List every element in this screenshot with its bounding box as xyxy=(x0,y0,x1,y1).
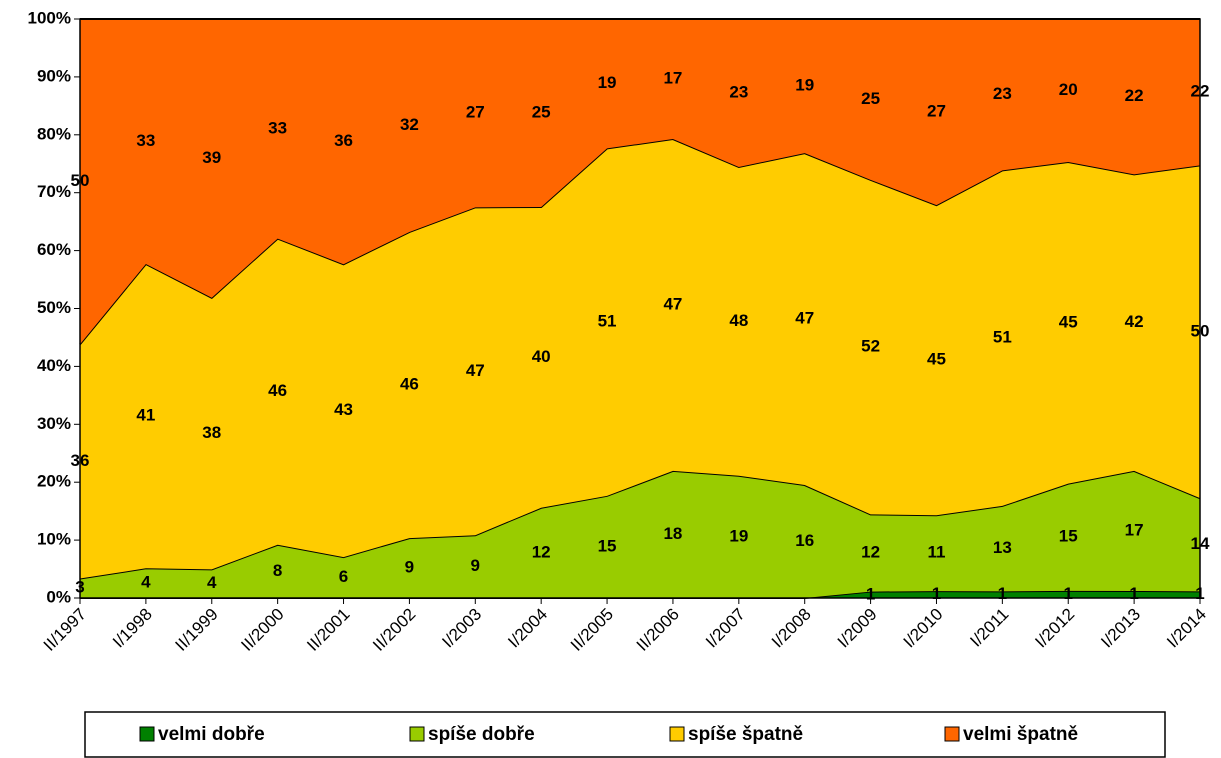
data-label: 20 xyxy=(1059,80,1078,99)
y-tick-label: 30% xyxy=(37,414,71,433)
data-label: 38 xyxy=(202,423,221,442)
data-label: 47 xyxy=(466,361,485,380)
data-label: 1 xyxy=(932,584,941,603)
data-label: 9 xyxy=(471,556,480,575)
data-label: 32 xyxy=(400,115,419,134)
data-label: 39 xyxy=(202,148,221,167)
y-tick-label: 70% xyxy=(37,182,71,201)
data-label: 15 xyxy=(1059,527,1078,546)
legend-swatch xyxy=(944,726,960,742)
data-label: 33 xyxy=(136,131,155,150)
area xyxy=(80,19,1200,345)
data-label: 45 xyxy=(1059,312,1078,331)
data-label: 25 xyxy=(532,102,551,121)
data-label: 51 xyxy=(598,312,617,331)
x-tick-label: I/2003 xyxy=(438,605,485,652)
data-label: 19 xyxy=(598,73,617,92)
data-label: 22 xyxy=(1125,86,1144,105)
data-label: 19 xyxy=(795,76,814,95)
data-label: 52 xyxy=(861,337,880,356)
data-label: 1 xyxy=(1129,584,1138,603)
data-label: 23 xyxy=(993,84,1012,103)
x-tick-label: II/2001 xyxy=(303,605,353,655)
x-tick-label: II/1999 xyxy=(172,605,222,655)
data-label: 51 xyxy=(993,328,1012,347)
legend-label: velmi špatně xyxy=(963,724,1078,745)
x-tick-label: I/1998 xyxy=(109,605,156,652)
data-label: 41 xyxy=(136,406,155,425)
y-tick-label: 20% xyxy=(37,472,71,491)
y-tick-label: 50% xyxy=(37,298,71,317)
plot-border xyxy=(79,18,1201,599)
legend-swatch xyxy=(409,726,425,742)
legend-label: spíše špatně xyxy=(688,724,803,745)
area xyxy=(80,139,1200,579)
data-label: 12 xyxy=(861,542,880,561)
data-label: 15 xyxy=(598,536,617,555)
y-tick-label: 40% xyxy=(37,356,71,375)
legend-label: spíše dobře xyxy=(428,724,535,745)
data-label: 8 xyxy=(273,561,282,580)
data-label: 17 xyxy=(1125,520,1144,539)
data-label: 16 xyxy=(795,531,814,550)
data-label: 46 xyxy=(400,375,419,394)
data-label: 13 xyxy=(993,538,1012,557)
legend-label: velmi dobře xyxy=(158,724,265,745)
data-label: 9 xyxy=(405,558,414,577)
data-label: 4 xyxy=(141,573,151,592)
data-label: 17 xyxy=(663,69,682,88)
x-tick-label: I/2011 xyxy=(966,605,1012,651)
data-label: 27 xyxy=(466,103,485,122)
data-label: 27 xyxy=(927,102,946,121)
x-tick-label: II/2000 xyxy=(237,605,287,655)
data-label: 47 xyxy=(795,309,814,328)
data-label: 18 xyxy=(663,524,682,543)
data-label: 23 xyxy=(729,82,748,101)
area-edge xyxy=(79,138,1201,345)
y-tick-label: 10% xyxy=(37,530,71,549)
x-tick-label: II/2005 xyxy=(567,605,617,655)
data-label: 11 xyxy=(927,543,945,562)
data-label: 36 xyxy=(334,131,353,150)
y-tick-label: 100% xyxy=(28,8,71,27)
x-tick-label: I/2008 xyxy=(768,605,815,652)
x-tick-label: I/2009 xyxy=(834,605,881,652)
data-label: 25 xyxy=(861,89,880,108)
x-tick-label: II/1997 xyxy=(40,605,90,655)
x-tick-label: I/2004 xyxy=(504,605,551,652)
x-tick-label: I/2014 xyxy=(1163,605,1210,652)
y-tick-label: 90% xyxy=(37,66,71,85)
data-label: 4 xyxy=(207,573,217,592)
x-tick-label: I/2012 xyxy=(1031,605,1078,652)
data-label: 1 xyxy=(866,584,875,603)
data-label: 6 xyxy=(339,567,348,586)
data-label: 1 xyxy=(1064,584,1073,603)
data-label: 43 xyxy=(334,400,353,419)
data-label: 45 xyxy=(927,350,946,369)
x-tick-label: I/2010 xyxy=(900,605,947,652)
data-label: 33 xyxy=(268,118,287,137)
data-label: 42 xyxy=(1125,312,1144,331)
data-label: 47 xyxy=(663,294,682,313)
data-label: 40 xyxy=(532,347,551,366)
legend-box xyxy=(84,711,1166,758)
y-tick-label: 80% xyxy=(37,124,71,143)
legend-swatch xyxy=(139,726,155,742)
y-tick-label: 60% xyxy=(37,240,71,259)
x-tick-label: II/2002 xyxy=(369,605,419,655)
area xyxy=(80,590,1200,598)
data-label: 19 xyxy=(729,526,748,545)
data-label: 46 xyxy=(268,381,287,400)
data-label: 48 xyxy=(729,311,748,330)
y-tick-label: 0% xyxy=(46,587,71,606)
legend-swatch xyxy=(669,726,685,742)
x-tick-label: I/2013 xyxy=(1097,605,1144,652)
x-tick-label: II/2006 xyxy=(633,605,683,655)
data-label: 1 xyxy=(998,584,1007,603)
x-tick-label: I/2007 xyxy=(702,605,749,652)
data-label: 12 xyxy=(532,542,551,561)
area xyxy=(80,470,1200,598)
